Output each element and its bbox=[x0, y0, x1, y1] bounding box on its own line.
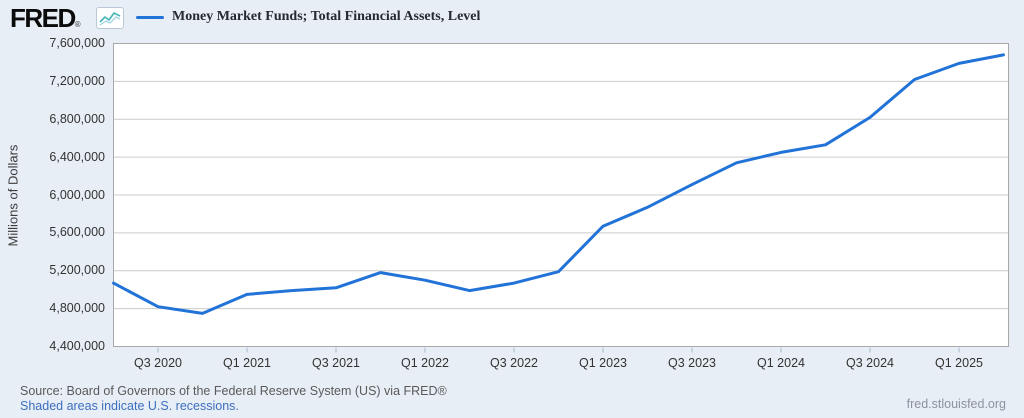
y-tick-label: 4,400,000 bbox=[49, 339, 105, 353]
y-tick-label: 4,800,000 bbox=[49, 301, 105, 316]
y-tick-label: 7,600,000 bbox=[49, 36, 105, 50]
legend-series-label[interactable]: Money Market Funds; Total Financial Asse… bbox=[172, 9, 481, 24]
registered-mark: ® bbox=[74, 20, 81, 29]
x-tick-label: Q3 2024 bbox=[846, 355, 894, 370]
y-tick-label: 5,600,000 bbox=[49, 225, 105, 240]
x-tick-label: Q3 2020 bbox=[134, 355, 182, 370]
x-tick-label: Q1 2022 bbox=[401, 355, 449, 370]
y-tick-label: 6,800,000 bbox=[49, 111, 105, 126]
data-series-line[interactable] bbox=[112, 53, 1005, 315]
plot-border bbox=[113, 43, 1009, 347]
fred-logo-text: FRED bbox=[10, 3, 76, 33]
footer-recession-link[interactable]: Shaded areas indicate U.S. recessions. bbox=[20, 399, 239, 413]
fred-sparkline-icon bbox=[96, 7, 124, 29]
x-tick-label: Q1 2021 bbox=[223, 355, 271, 370]
x-tick-label: Q3 2022 bbox=[490, 355, 538, 370]
y-tick-label: 7,200,000 bbox=[49, 73, 105, 88]
x-tick-label: Q3 2023 bbox=[668, 355, 716, 370]
x-tick-label: Q3 2021 bbox=[312, 355, 360, 370]
y-tick-label: 6,400,000 bbox=[49, 149, 105, 164]
y-tick-label: 5,200,000 bbox=[49, 263, 105, 278]
x-tick-label: Q1 2025 bbox=[935, 355, 983, 370]
footer-source-text: Source: Board of Governors of the Federa… bbox=[20, 384, 447, 398]
x-tick-label: Q1 2024 bbox=[757, 355, 805, 370]
chart-header: FRED® Money Market Funds; Total Financia… bbox=[0, 0, 1024, 36]
legend-line-swatch bbox=[136, 16, 164, 19]
y-tick-label: 6,000,000 bbox=[49, 187, 105, 202]
fred-logo[interactable]: FRED® bbox=[10, 3, 81, 34]
x-tick-label: Q1 2023 bbox=[579, 355, 627, 370]
footer-site-text: fred.stlouisfed.org bbox=[906, 397, 1006, 411]
